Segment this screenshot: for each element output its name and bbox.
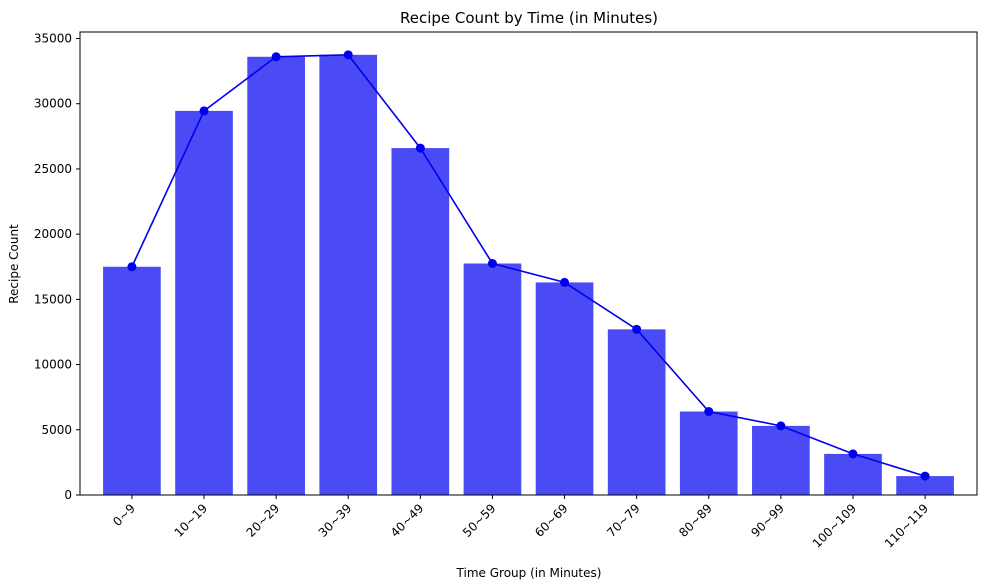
trend-point-0~9	[127, 262, 137, 272]
bar-0~9	[103, 266, 161, 495]
x-axis-label: Time Group (in Minutes)	[456, 566, 602, 580]
plot-frame	[79, 31, 978, 496]
bar-20~29	[247, 56, 305, 496]
bar-60~69	[535, 282, 594, 495]
x-tick-label: 50~59	[460, 501, 499, 540]
bar-40~49	[391, 148, 450, 495]
trend-point-80~89	[704, 407, 714, 417]
trend-point-60~69	[560, 277, 570, 287]
bar-10~19	[175, 110, 233, 495]
bar-80~89	[679, 411, 738, 495]
y-tick-label: 35000	[34, 32, 72, 46]
trend-line-layer	[127, 50, 930, 481]
bar-50~59	[463, 263, 522, 495]
x-tick-label: 110~119	[882, 501, 931, 550]
trend-point-100~109	[848, 449, 858, 459]
x-tick-label: 60~69	[532, 501, 571, 540]
bar-110~119	[896, 476, 954, 495]
trend-point-110~119	[920, 471, 930, 481]
y-tick-label: 10000	[34, 358, 72, 372]
bar-90~99	[752, 425, 810, 495]
x-tick-label: 100~109	[810, 501, 859, 550]
y-axis-label: Recipe Count	[7, 224, 21, 304]
x-tick-label: 90~99	[748, 501, 787, 540]
trend-point-90~99	[776, 421, 786, 431]
y-tick-label: 5000	[41, 423, 72, 437]
bar-30~39	[319, 54, 378, 495]
x-tick-label: 10~19	[172, 501, 211, 540]
trend-point-50~59	[487, 259, 497, 268]
trend-point-40~49	[415, 143, 425, 153]
x-tick-label: 80~89	[676, 501, 715, 540]
x-tick-label: 70~79	[604, 501, 643, 540]
y-tick-label: 30000	[34, 97, 72, 111]
y-tick-label: 0	[64, 488, 72, 502]
trend-point-70~79	[632, 324, 642, 334]
x-tick-label: 30~39	[316, 501, 355, 540]
bars-layer	[103, 54, 954, 496]
x-tick-label: 0~9	[110, 501, 138, 529]
x-tick-label: 20~29	[244, 501, 283, 540]
trend-point-20~29	[271, 52, 281, 62]
bar-100~109	[824, 453, 882, 495]
trend-point-30~39	[343, 50, 353, 60]
trend-line	[131, 54, 926, 477]
x-tick-label: 40~49	[388, 501, 427, 540]
bar-70~79	[607, 329, 666, 495]
y-tick-label: 15000	[34, 292, 72, 306]
trend-point-10~19	[199, 106, 209, 116]
chart-title: Recipe Count by Time (in Minutes)	[400, 9, 658, 27]
y-tick-label: 20000	[34, 227, 72, 241]
y-tick-label: 25000	[34, 162, 72, 176]
